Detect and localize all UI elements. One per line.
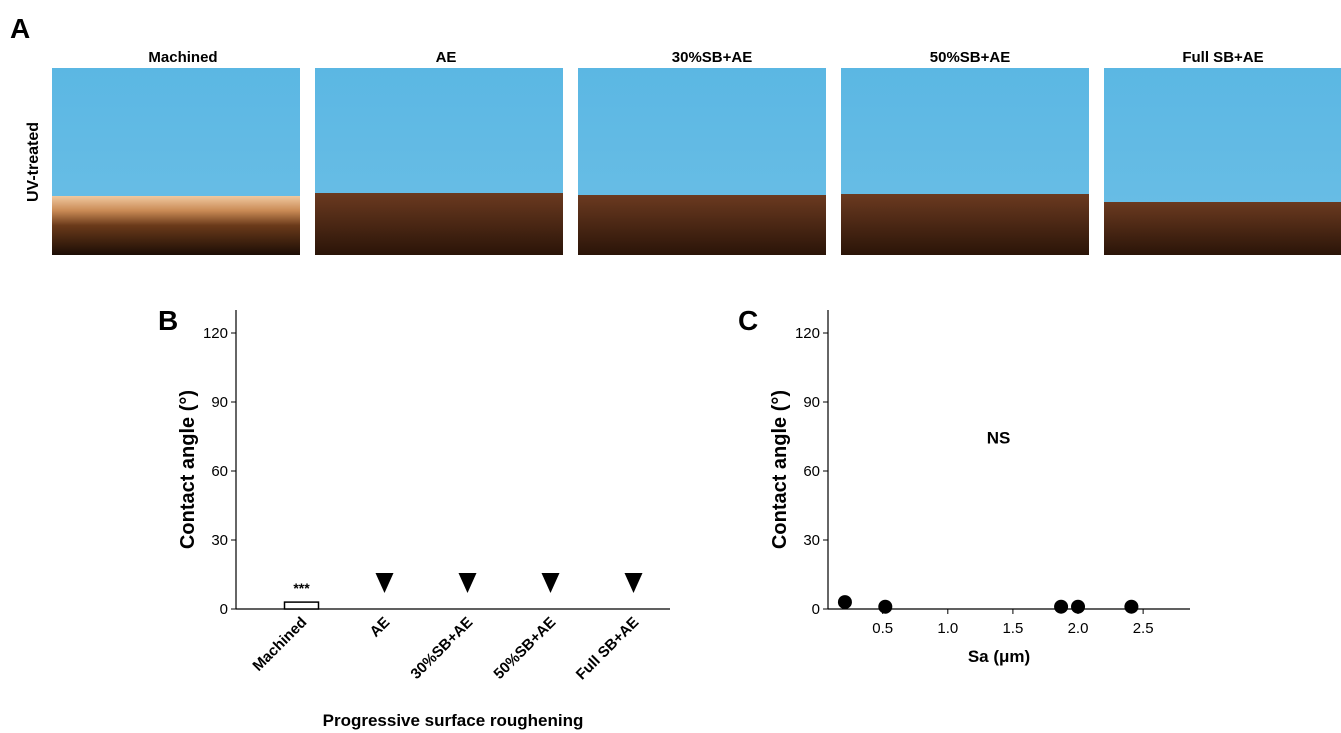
y-tick-label: 120 (203, 325, 228, 342)
y-tick-label: 60 (211, 463, 228, 480)
column-label: 50%SB+AE (930, 49, 1010, 66)
x-tick-label: 30%SB+AE (407, 614, 476, 683)
x-tick-label: 1.0 (937, 620, 958, 637)
column-label: AE (436, 49, 457, 66)
x-tick-label: 2.5 (1133, 620, 1154, 637)
photo: Machined (52, 49, 300, 255)
x-axis-label: Sa (μm) (968, 647, 1030, 666)
x-axis-label: Progressive surface roughening (323, 711, 584, 730)
x-tick-label: AE (367, 614, 394, 641)
panel-label: B (158, 305, 178, 336)
point (878, 599, 893, 614)
column-label: Full SB+AE (1182, 49, 1263, 66)
x-tick-label: 50%SB+AE (490, 614, 559, 683)
point (837, 595, 852, 610)
x-tick-label: 1.5 (1002, 620, 1023, 637)
bar (283, 601, 320, 610)
point (1054, 599, 1069, 614)
column-label: Machined (148, 49, 217, 66)
y-tick-label: 30 (803, 532, 820, 549)
arrowhead (624, 573, 643, 593)
annotation: NS (987, 428, 1011, 447)
photo: 50%SB+AE (841, 49, 1089, 255)
x-tick-label: 2.0 (1068, 620, 1089, 637)
y-tick-label: 0 (812, 601, 820, 618)
row-label: UV-treated (25, 122, 42, 202)
y-tick-label: 90 (803, 394, 820, 411)
y-tick-label: 0 (220, 601, 228, 618)
photo: 30%SB+AE (578, 49, 826, 255)
photo: Full SB+AE (1104, 49, 1341, 255)
y-tick-label: 90 (211, 394, 228, 411)
y-axis-label: Contact angle (°) (769, 390, 791, 549)
arrowhead (375, 573, 394, 593)
photo: AE (315, 49, 563, 255)
panel-label: C (738, 305, 758, 336)
y-tick-label: 60 (803, 463, 820, 480)
x-tick-label: 0.5 (872, 620, 893, 637)
point (1071, 599, 1086, 614)
x-tick-label: Machined (249, 614, 310, 675)
panel-label: A (10, 13, 30, 44)
x-tick-label: Full SB+AE (573, 614, 642, 683)
y-tick-label: 30 (211, 532, 228, 549)
y-tick-label: 120 (795, 325, 820, 342)
arrowhead (458, 573, 477, 593)
y-axis-label: Contact angle (°) (177, 390, 199, 549)
value-label: *** (293, 580, 310, 596)
column-label: 30%SB+AE (672, 49, 752, 66)
arrowhead (541, 573, 560, 593)
point (1124, 599, 1139, 614)
